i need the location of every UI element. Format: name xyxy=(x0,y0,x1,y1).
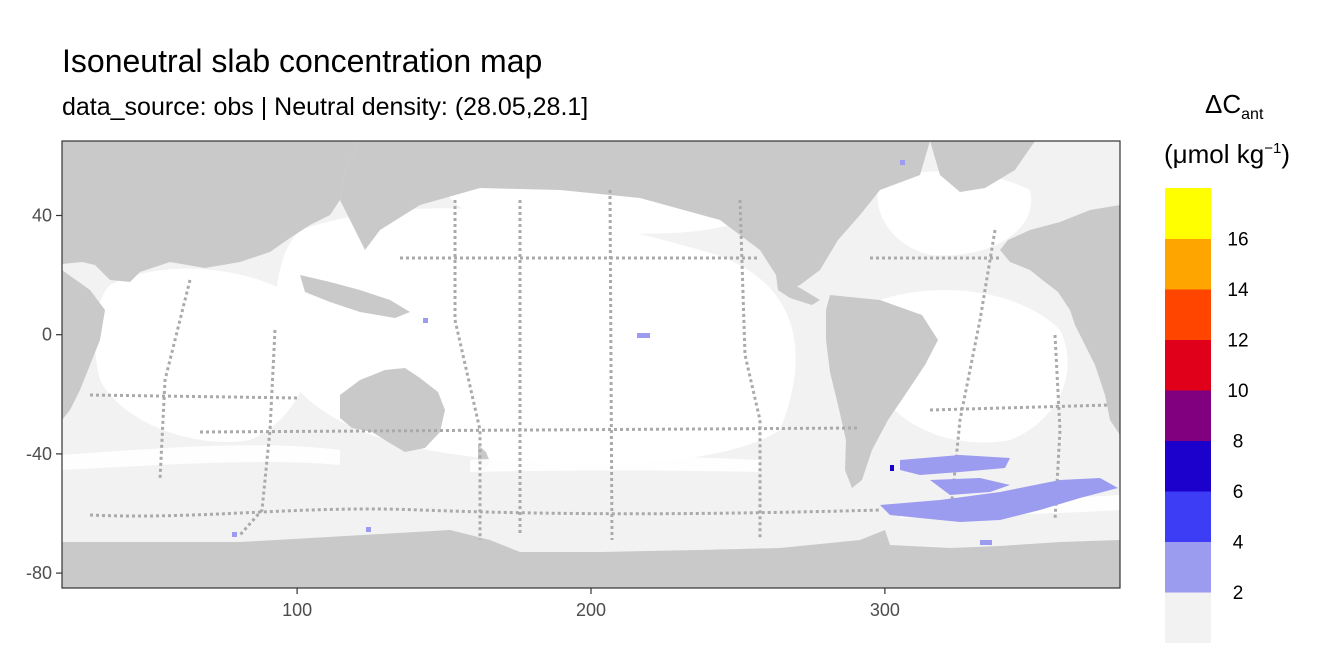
patch-dark-spot xyxy=(890,465,894,471)
legend-color-bin xyxy=(1165,440,1211,492)
legend-color-bin xyxy=(1165,238,1211,290)
southern-band-pacific xyxy=(470,456,760,472)
x-tick-label: 200 xyxy=(576,600,606,620)
indian-white-zone xyxy=(94,268,312,442)
patch-south-atlantic-north xyxy=(900,455,1010,475)
central-america-land xyxy=(776,275,820,305)
track-pacific-meridional-4 xyxy=(453,200,482,540)
legend-color-bin xyxy=(1165,390,1211,441)
legend-break-label: 16 xyxy=(1227,230,1248,251)
track-indian-zonal xyxy=(89,393,301,400)
legend-title-sub: ant xyxy=(1241,106,1264,123)
track-indian-meridional-2 xyxy=(238,329,277,536)
ship-tracks xyxy=(89,189,1111,541)
y-tick-label: 0 xyxy=(42,325,52,345)
patch-south-indian xyxy=(232,532,237,537)
south-america-land xyxy=(826,295,938,488)
x-tick-label: 300 xyxy=(870,600,900,620)
y-tick-label: 40 xyxy=(32,206,52,226)
legend-unit: (μmol kg−1) xyxy=(1164,139,1290,169)
track-southern-circle xyxy=(89,507,881,518)
north-america-land xyxy=(340,141,930,290)
legend-color-bin xyxy=(1165,541,1211,593)
track-indian-meridional-1 xyxy=(158,279,192,481)
north-atlantic-white-zone xyxy=(877,171,1032,256)
patch-south-atlantic-mid xyxy=(930,478,1010,495)
track-pacific-meridional-1 xyxy=(608,189,614,541)
chart-subtitle: data_source: obs | Neutral density: (28.… xyxy=(62,93,589,121)
y-tick-label: -40 xyxy=(26,444,52,464)
patch-south-pacific xyxy=(366,527,371,532)
concentration-patches xyxy=(232,160,1118,545)
legend-break-label: 2 xyxy=(1233,583,1244,604)
legend-color-bin xyxy=(1165,188,1211,239)
legend-break-label: 8 xyxy=(1233,432,1244,453)
maritime-continent-land xyxy=(300,275,410,318)
legend: 2 4 6 8 10 12 14 16 ΔCant (μmol kg−1) xyxy=(1164,89,1290,643)
track-atlantic-zonal xyxy=(929,403,1111,412)
greenland-land xyxy=(930,141,1035,192)
track-atlantic-meridional-2 xyxy=(1053,334,1062,521)
legend-break-label: 12 xyxy=(1227,331,1248,352)
patch-maritime xyxy=(423,318,428,323)
legend-break-label: 10 xyxy=(1227,381,1248,402)
legend-color-bin xyxy=(1165,491,1211,542)
legend-title-main: ΔC xyxy=(1205,89,1241,119)
legend-break-label: 4 xyxy=(1233,533,1244,554)
eurasia-land xyxy=(1000,141,1120,435)
legend-unit-suffix: ) xyxy=(1281,139,1290,169)
africa-land xyxy=(62,270,105,420)
track-pacific-meridional-3 xyxy=(738,199,762,540)
patch-weddell xyxy=(980,540,992,545)
legend-break-label: 6 xyxy=(1233,482,1244,503)
legend-unit-prefix: (μmol kg xyxy=(1164,139,1264,169)
antarctica-land xyxy=(62,530,1120,588)
southern-band-west xyxy=(62,445,340,470)
patch-north-atlantic xyxy=(900,160,905,165)
legend-title: ΔCant xyxy=(1205,89,1264,123)
legend-color-bin xyxy=(1165,289,1211,340)
chart-title: Isoneutral slab concentration map xyxy=(62,43,543,79)
track-pacific-zonal-south xyxy=(199,426,861,434)
x-tick-label: 100 xyxy=(282,600,312,620)
patch-equatorial-pacific xyxy=(637,333,650,338)
legend-break-label: 14 xyxy=(1227,280,1249,301)
asia-land xyxy=(62,141,360,282)
map-panel xyxy=(62,141,1120,588)
legend-color-bin xyxy=(1165,592,1211,643)
legend-unit-sup: −1 xyxy=(1264,140,1281,157)
land xyxy=(62,141,1120,588)
y-tick-label: -80 xyxy=(26,563,52,583)
patch-south-atlantic-main xyxy=(880,478,1118,522)
legend-color-bin xyxy=(1165,339,1211,391)
